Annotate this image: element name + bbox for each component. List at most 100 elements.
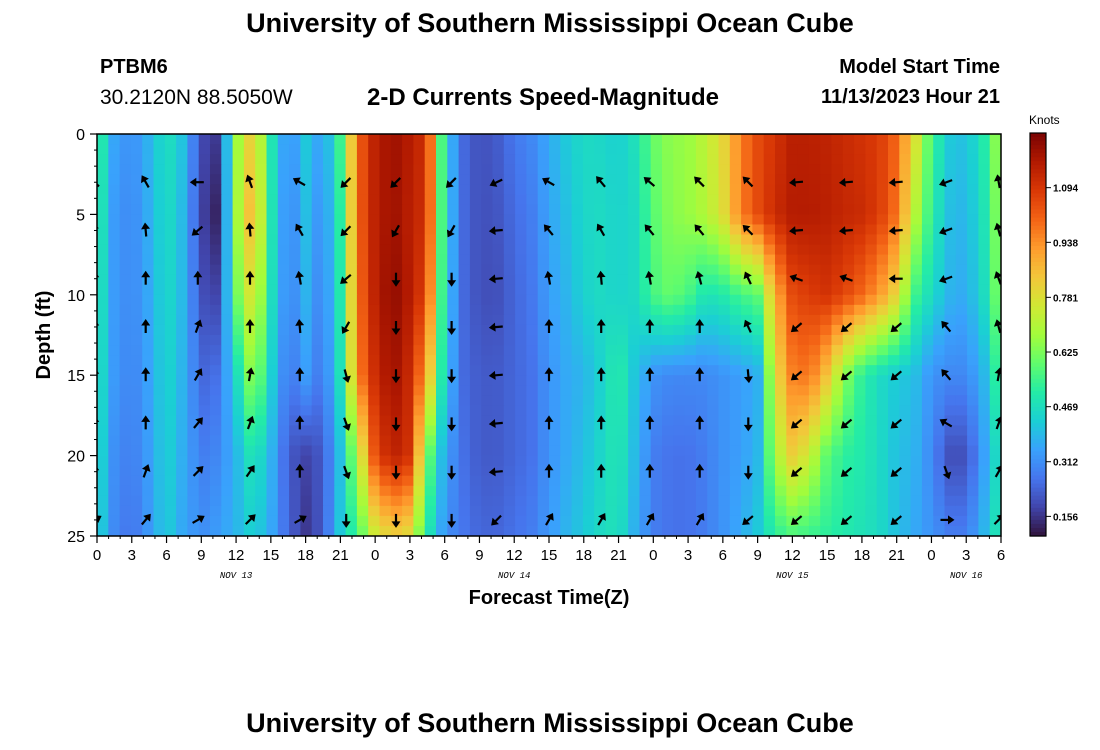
heatmap-cell bbox=[526, 525, 539, 536]
heatmap-cell bbox=[989, 284, 1001, 296]
heatmap-cell bbox=[492, 525, 505, 536]
heatmap-cell bbox=[944, 264, 957, 276]
heatmap-cell bbox=[865, 324, 878, 336]
current-vector bbox=[743, 465, 753, 480]
heatmap-cell bbox=[130, 304, 143, 316]
vector-head bbox=[390, 180, 399, 188]
heatmap-cell bbox=[311, 144, 324, 155]
heatmap-cell bbox=[153, 304, 166, 316]
heatmap-cell bbox=[560, 234, 573, 246]
vector-shaft bbox=[647, 227, 655, 236]
heatmap-cell bbox=[243, 355, 256, 366]
heatmap-cell bbox=[469, 445, 482, 457]
heatmap-cell bbox=[289, 284, 301, 296]
heatmap-cell bbox=[390, 184, 403, 195]
heatmap-cell bbox=[639, 385, 652, 396]
vector-head bbox=[645, 319, 655, 326]
heatmap-cell bbox=[899, 455, 912, 467]
heatmap-cell bbox=[289, 475, 301, 487]
heatmap-cell bbox=[628, 475, 640, 487]
heatmap-cell bbox=[368, 234, 381, 246]
heatmap-cell bbox=[933, 355, 946, 366]
heatmap-cell bbox=[876, 505, 889, 517]
heatmap-cell bbox=[876, 284, 889, 296]
heatmap-cell bbox=[266, 515, 279, 527]
heatmap-cell bbox=[628, 224, 640, 236]
colorbar-segment bbox=[1030, 394, 1046, 400]
heatmap-cell bbox=[300, 224, 313, 236]
heatmap-cell bbox=[786, 385, 799, 396]
heatmap-cell bbox=[650, 445, 663, 457]
heatmap-cell bbox=[899, 204, 912, 215]
heatmap-cell bbox=[933, 365, 946, 376]
current-vector bbox=[340, 177, 352, 188]
heatmap-cell bbox=[164, 415, 177, 427]
heatmap-cell bbox=[164, 525, 177, 536]
heatmap-cell bbox=[989, 264, 1001, 276]
heatmap-cell bbox=[549, 244, 561, 256]
heatmap-cell bbox=[311, 214, 324, 226]
heatmap-cell bbox=[910, 355, 923, 366]
heatmap-cell bbox=[707, 184, 720, 195]
heatmap-cell bbox=[334, 254, 347, 266]
heatmap-cell bbox=[549, 214, 561, 226]
heatmap-cell bbox=[153, 395, 166, 406]
heatmap-cell bbox=[119, 164, 132, 175]
heatmap-cell bbox=[311, 365, 324, 376]
heatmap-cell bbox=[334, 324, 347, 336]
vector-head bbox=[342, 375, 351, 383]
heatmap-cell bbox=[311, 465, 324, 477]
heatmap-cell bbox=[955, 495, 968, 507]
heatmap-cell bbox=[808, 335, 821, 346]
heatmap-cell bbox=[277, 385, 290, 396]
heatmap-cell bbox=[899, 385, 912, 396]
heatmap-cell bbox=[831, 355, 844, 366]
heatmap-cell bbox=[967, 395, 979, 406]
heatmap-cell bbox=[741, 505, 753, 517]
heatmap-cell bbox=[775, 375, 787, 386]
heatmap-cell bbox=[910, 435, 923, 447]
heatmap-cell bbox=[402, 244, 414, 256]
heatmap-cell bbox=[842, 455, 855, 467]
heatmap-cell bbox=[775, 495, 787, 507]
heatmap-cell bbox=[424, 445, 437, 457]
heatmap-cell bbox=[142, 395, 155, 406]
heatmap-cell bbox=[469, 405, 482, 416]
heatmap-cell bbox=[560, 515, 573, 527]
heatmap-cell bbox=[187, 385, 200, 396]
heatmap-cell bbox=[492, 375, 505, 386]
date-label: NOV 13 bbox=[220, 571, 253, 581]
heatmap-cell bbox=[854, 525, 866, 536]
heatmap-cell bbox=[910, 525, 923, 536]
x-axis-label: Forecast Time(Z) bbox=[469, 587, 630, 609]
current-vector bbox=[488, 226, 503, 236]
heatmap-cell bbox=[232, 515, 245, 527]
heatmap-cell bbox=[582, 365, 595, 376]
heatmap-cell bbox=[481, 154, 494, 165]
heatmap-cell bbox=[526, 214, 539, 226]
heatmap-cell bbox=[492, 194, 505, 205]
colorbar-segment bbox=[1030, 306, 1046, 311]
heatmap-cell bbox=[594, 154, 607, 165]
current-vector bbox=[596, 415, 606, 430]
heatmap-cell bbox=[865, 385, 878, 396]
heatmap-cell bbox=[526, 304, 539, 316]
heatmap-cell bbox=[854, 324, 866, 336]
current-vector bbox=[391, 465, 401, 480]
heatmap-cell bbox=[571, 184, 584, 195]
heatmap-cell bbox=[752, 435, 765, 447]
heatmap-cell bbox=[673, 405, 686, 416]
heatmap-cell bbox=[741, 194, 753, 205]
heatmap-cell bbox=[526, 264, 539, 276]
heatmap-cell bbox=[955, 304, 968, 316]
heatmap-cell bbox=[695, 405, 708, 416]
heatmap-cell bbox=[289, 234, 301, 246]
heatmap-cell bbox=[662, 415, 674, 427]
vector-shaft bbox=[893, 370, 903, 378]
heatmap-cell bbox=[187, 214, 200, 226]
heatmap-cell bbox=[187, 144, 200, 155]
heatmap-cell bbox=[458, 385, 471, 396]
heatmap-cell bbox=[831, 475, 844, 487]
current-vector bbox=[938, 178, 953, 187]
